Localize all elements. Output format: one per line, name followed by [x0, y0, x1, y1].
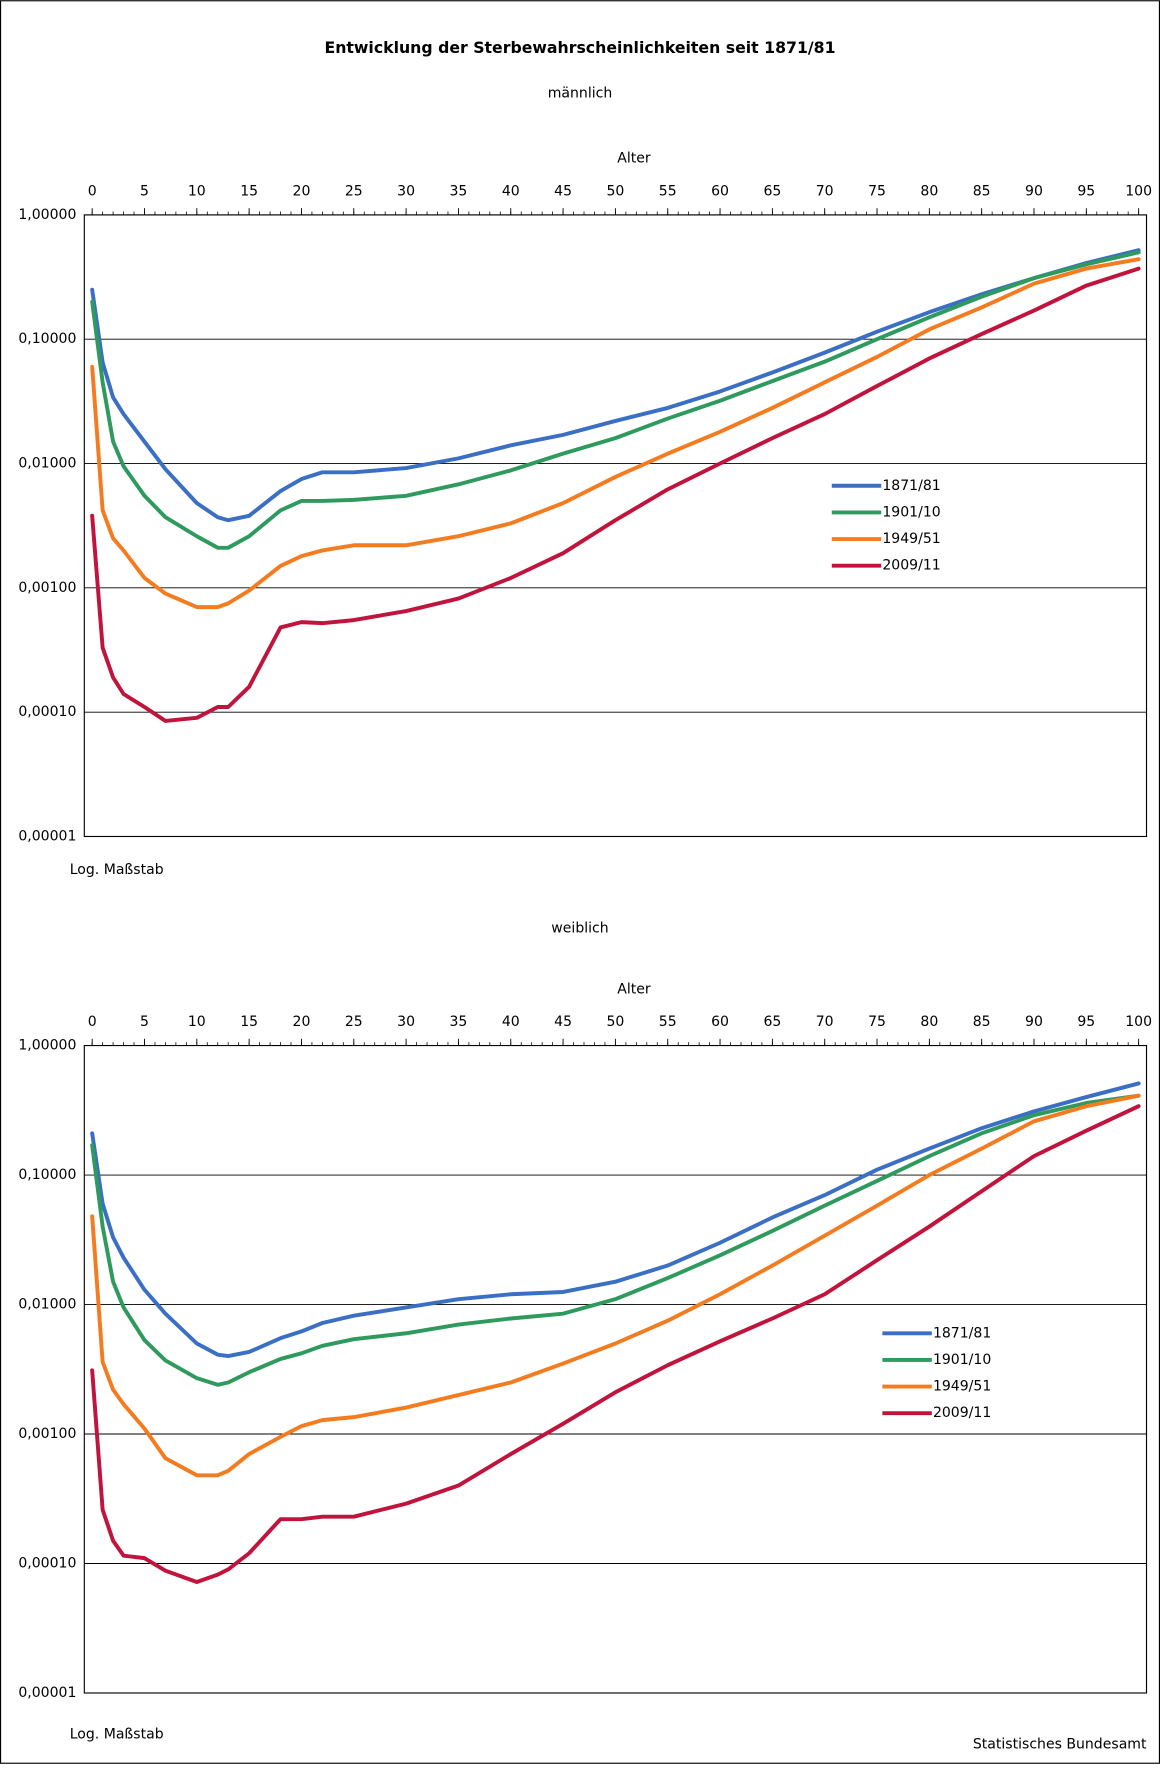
legend-label: 1949/51	[882, 531, 940, 547]
x-tick-label: 45	[554, 183, 572, 199]
x-tick-label: 20	[293, 183, 311, 199]
x-tick-label: 100	[1125, 1014, 1152, 1030]
x-tick-label: 30	[397, 183, 415, 199]
y-tick-label: 1,00000	[18, 1038, 76, 1054]
y-tick-label: 0,00010	[18, 1556, 76, 1572]
x-tick-label: 50	[606, 183, 624, 199]
x-tick-label: 40	[502, 183, 520, 199]
x-tick-label: 25	[345, 1014, 363, 1030]
subtitle: männlich	[548, 85, 613, 101]
legend-label: 1871/81	[933, 1325, 991, 1341]
x-tick-label: 55	[659, 183, 677, 199]
subtitle: weiblich	[551, 921, 608, 937]
legend-label: 1949/51	[933, 1379, 991, 1395]
y-tick-label: 0,00001	[18, 828, 76, 844]
x-tick-label: 15	[240, 1014, 258, 1030]
series-line	[90, 1093, 1141, 1478]
x-tick-label: 75	[868, 183, 886, 199]
y-tick-label: 0,00100	[18, 580, 76, 596]
x-tick-label: 30	[397, 1014, 415, 1030]
y-tick-label: 0,10000	[18, 331, 76, 347]
x-tick-label: 35	[449, 183, 467, 199]
x-tick-label: 5	[140, 1014, 149, 1030]
legend-label: 1871/81	[882, 478, 940, 494]
x-tick-label: 25	[345, 183, 363, 199]
x-tick-label: 70	[816, 183, 834, 199]
x-tick-label: 5	[140, 183, 149, 199]
x-tick-label: 80	[920, 1014, 938, 1030]
series-line	[90, 266, 1141, 723]
x-tick-label: 10	[188, 183, 206, 199]
legend-label: 2009/11	[882, 558, 940, 574]
title: Entwicklung der Sterbewahrscheinlichkeit…	[324, 38, 835, 57]
x-tick-label: 90	[1025, 1014, 1043, 1030]
series-line	[90, 1104, 1141, 1584]
x-tick-label: 45	[554, 1014, 572, 1030]
x-tick-label: 65	[763, 1014, 781, 1030]
y-tick-label: 0,00100	[18, 1426, 76, 1442]
x-tick-label: 40	[502, 1014, 520, 1030]
x-tick-label: 95	[1077, 1014, 1095, 1030]
legend-label: 2009/11	[933, 1405, 991, 1421]
x-tick-label: 50	[606, 1014, 624, 1030]
axis-note: Log. Maßstab	[70, 1727, 164, 1743]
x-tick-label: 70	[816, 1014, 834, 1030]
x-tick-label: 65	[763, 183, 781, 199]
legend-label: 1901/10	[933, 1352, 991, 1368]
y-tick-label: 0,00010	[18, 704, 76, 720]
y-tick-label: 0,10000	[18, 1167, 76, 1183]
x-tick-label: 85	[973, 1014, 991, 1030]
x-tick-label: 90	[1025, 183, 1043, 199]
series-line	[90, 248, 1141, 523]
axis-note: Log. Maßstab	[70, 862, 164, 878]
x-tick-label: 75	[868, 1014, 886, 1030]
series-line	[90, 1081, 1141, 1359]
y-tick-label: 0,01000	[18, 1297, 76, 1313]
x-tick-label: 60	[711, 183, 729, 199]
y-tick-label: 0,00001	[18, 1685, 76, 1701]
legend-label: 1901/10	[882, 504, 940, 520]
y-tick-label: 0,01000	[18, 456, 76, 472]
x-tick-label: 15	[240, 183, 258, 199]
x-tick-label: 0	[88, 183, 97, 199]
x-tick-label: 0	[88, 1014, 97, 1030]
x-tick-label: 100	[1125, 183, 1152, 199]
x-tick-label: 60	[711, 1014, 729, 1030]
x-tick-label: 35	[449, 1014, 467, 1030]
x-axis-label: Alter	[617, 151, 651, 167]
series-line	[90, 1093, 1141, 1387]
x-tick-label: 95	[1077, 183, 1095, 199]
x-tick-label: 20	[293, 1014, 311, 1030]
source: Statistisches Bundesamt	[973, 1737, 1147, 1753]
x-tick-label: 85	[973, 183, 991, 199]
x-tick-label: 10	[188, 1014, 206, 1030]
y-tick-label: 1,00000	[18, 207, 76, 223]
x-axis-label: Alter	[617, 981, 651, 997]
series-line	[90, 250, 1141, 550]
x-tick-label: 55	[659, 1014, 677, 1030]
series-line	[90, 257, 1141, 610]
x-tick-label: 80	[920, 183, 938, 199]
